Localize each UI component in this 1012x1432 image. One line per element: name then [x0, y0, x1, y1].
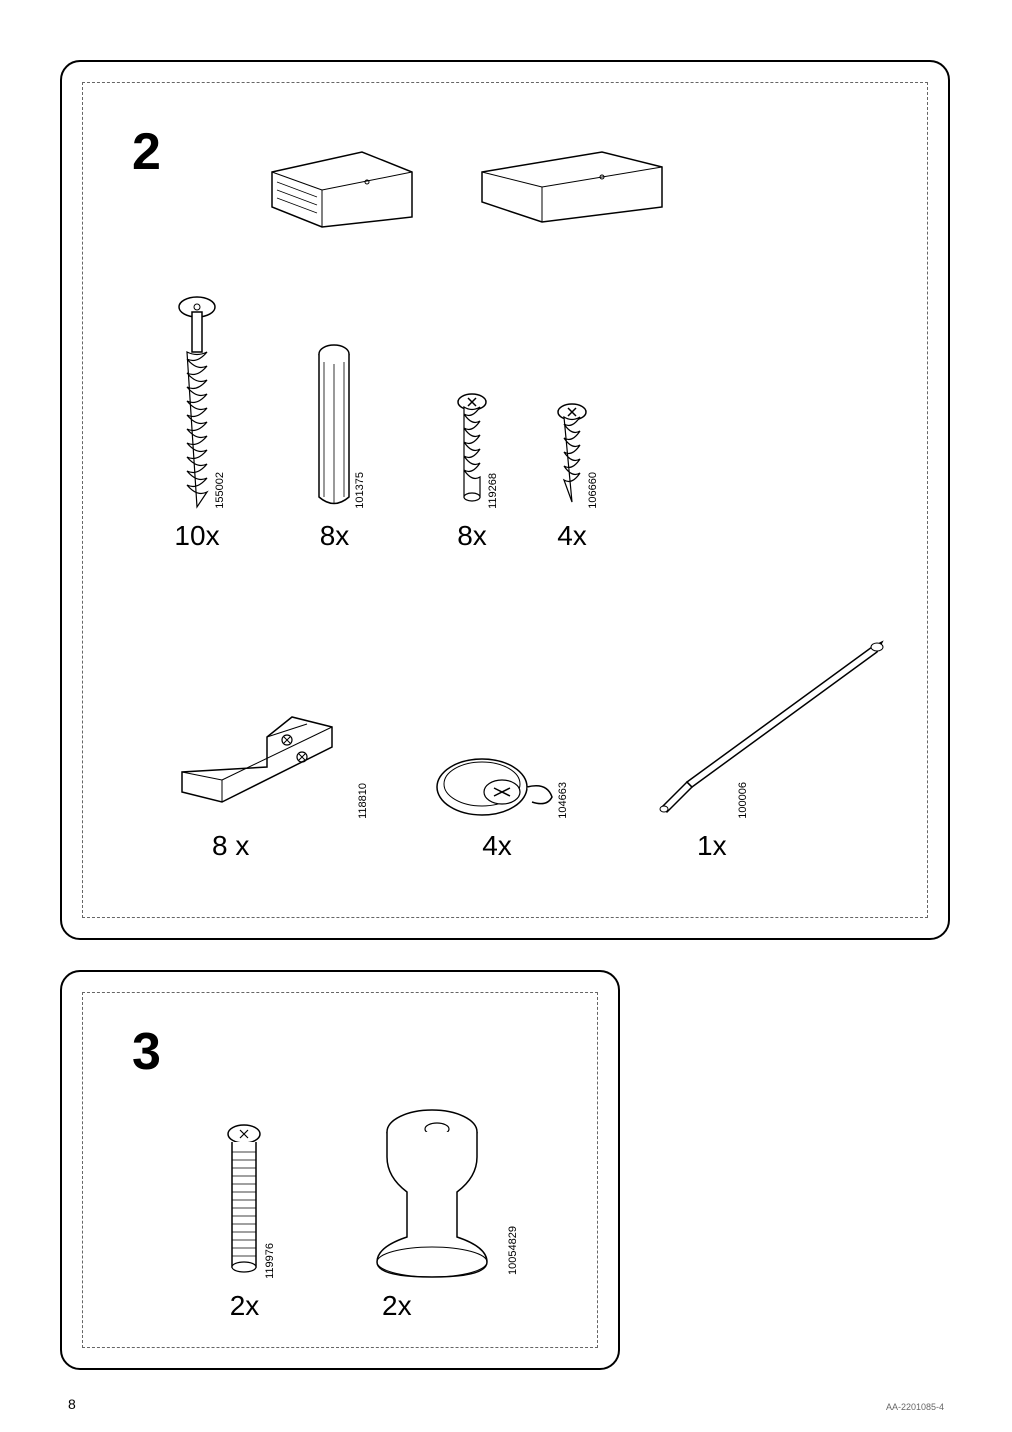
part-code: 101375	[354, 472, 366, 509]
quantity: 8x	[320, 520, 350, 552]
part-code: 155002	[214, 472, 226, 509]
hardware-allenkey-100006: 100006 1x	[632, 632, 892, 862]
quantity: 1x	[697, 830, 727, 862]
hardware-foot-10054829: 10054829 2x	[352, 1107, 512, 1322]
hardware-screw-119268: 119268 8x	[452, 392, 492, 552]
hardware-bracket-118810: 118810 8 x	[162, 692, 362, 862]
hardware-bag-2: 2 155002 10x	[60, 60, 950, 940]
quantity: 2x	[382, 1290, 412, 1322]
hardware-screw-106660: 106660 4x	[552, 402, 592, 552]
quantity: 8 x	[212, 830, 249, 862]
quantity: 4x	[482, 830, 512, 862]
quantity: 10x	[174, 520, 219, 552]
part-code: 100006	[737, 782, 749, 819]
hardware-dowel-101375: 101375 8x	[312, 342, 357, 552]
part-code: 104663	[557, 782, 569, 819]
part-code: 119268	[487, 473, 499, 509]
quantity: 2x	[230, 1290, 260, 1322]
hardware-bolt-155002: 155002 10x	[172, 292, 222, 552]
document-code: AA-2201085-4	[886, 1402, 944, 1412]
hardware-bolt-119976: 119976 2x	[222, 1122, 267, 1322]
part-code: 10054829	[507, 1226, 519, 1275]
quantity: 8x	[457, 520, 487, 552]
drawer-illustration-1	[262, 142, 422, 232]
section-number-2: 2	[132, 122, 161, 182]
part-code: 118810	[357, 783, 369, 819]
part-code: 119976	[264, 1243, 276, 1279]
part-code: 106660	[587, 472, 599, 509]
section-number-3: 3	[132, 1022, 161, 1082]
quantity: 4x	[557, 520, 587, 552]
hardware-bag-3: 3 119976 2x	[60, 970, 620, 1370]
hardware-cam-104663: 104663 4x	[432, 752, 562, 862]
page-number: 8	[68, 1396, 76, 1412]
drawer-illustration-2	[472, 142, 672, 232]
